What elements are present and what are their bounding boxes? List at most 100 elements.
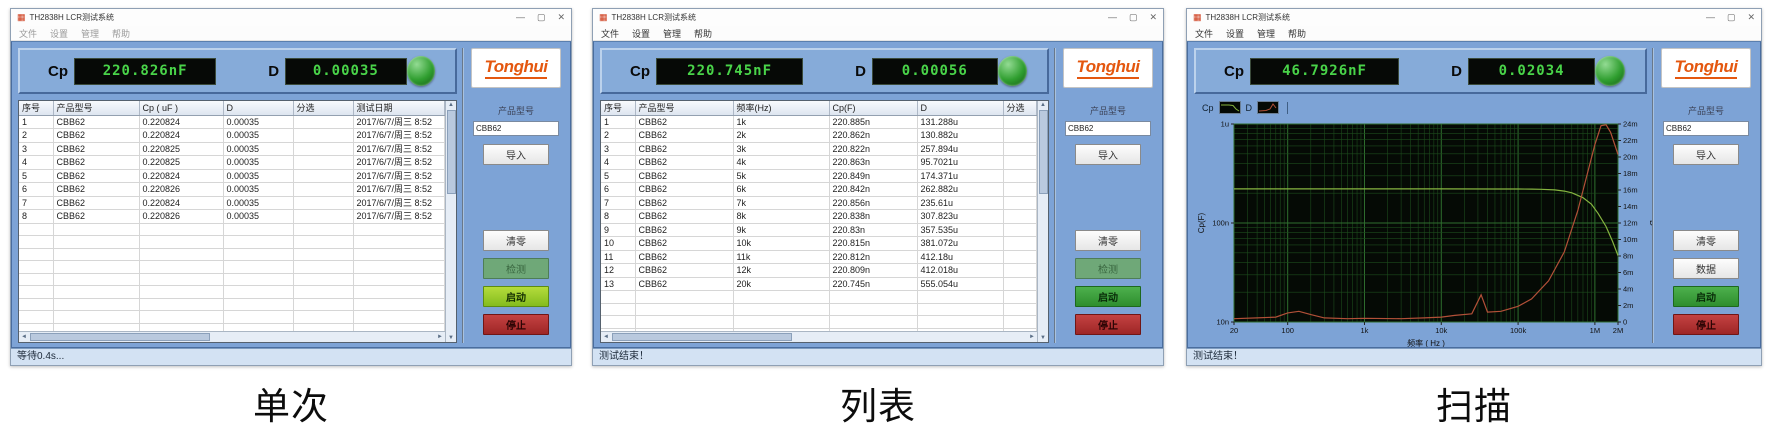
svg-text:10k: 10k bbox=[1435, 326, 1447, 335]
close-button[interactable]: ✕ bbox=[557, 12, 565, 22]
menu-file[interactable]: 文件 bbox=[19, 28, 38, 39]
scroll-up-arrow[interactable]: ▲ bbox=[1040, 102, 1046, 108]
table-row[interactable]: 2 CBB62 0.220824 0.00035 2017/6/7/周三 8:52 bbox=[19, 128, 445, 143]
close-button[interactable]: ✕ bbox=[1747, 12, 1755, 22]
table-row[interactable]: 5 CBB62 5k 220.849n 174.371u bbox=[601, 169, 1037, 183]
table-row[interactable] bbox=[19, 273, 445, 286]
menu-help[interactable]: 帮助 bbox=[694, 28, 713, 39]
menu-file[interactable]: 文件 bbox=[1195, 28, 1214, 39]
trace-selector: Cp D bbox=[1194, 99, 1647, 116]
product-model-input[interactable] bbox=[1663, 121, 1749, 136]
horizontal-scroll-thumb[interactable] bbox=[611, 333, 792, 341]
data-button[interactable]: 数据 bbox=[1673, 258, 1739, 279]
d-value-display: 0.00035 bbox=[285, 57, 407, 85]
horizontal-scrollbar[interactable]: ◄ ► bbox=[19, 331, 445, 342]
maximize-button[interactable]: ▢ bbox=[536, 12, 546, 22]
table-row[interactable]: 6 CBB62 6k 220.842n 262.882u bbox=[601, 182, 1037, 197]
menu-help[interactable]: 帮助 bbox=[1288, 28, 1307, 39]
stop-button[interactable]: 停止 bbox=[1075, 314, 1141, 335]
minimize-button[interactable]: — bbox=[1107, 12, 1117, 22]
app-icon: ▦ bbox=[17, 12, 26, 22]
menu-manage[interactable]: 管理 bbox=[1257, 28, 1276, 39]
table-row[interactable] bbox=[19, 323, 445, 331]
table-row[interactable] bbox=[19, 285, 445, 299]
menu-settings[interactable]: 设置 bbox=[50, 28, 69, 39]
close-button[interactable]: ✕ bbox=[1149, 12, 1157, 22]
import-button[interactable]: 导入 bbox=[483, 144, 549, 165]
product-model-input[interactable] bbox=[1065, 121, 1151, 136]
table-row[interactable]: 4 CBB62 0.220825 0.00035 2017/6/7/周三 8:52 bbox=[19, 155, 445, 170]
d-trace-icon[interactable] bbox=[1257, 101, 1280, 114]
table-row[interactable] bbox=[19, 248, 445, 261]
table-row[interactable]: 8 CBB62 8k 220.838n 307.823u bbox=[601, 209, 1037, 224]
menu-manage[interactable]: 管理 bbox=[81, 28, 100, 39]
table-row[interactable]: 5 CBB62 0.220824 0.00035 2017/6/7/周三 8:52 bbox=[19, 169, 445, 183]
table-row[interactable]: 3 CBB62 0.220825 0.00035 2017/6/7/周三 8:52 bbox=[19, 142, 445, 156]
table-row[interactable]: 7 CBB62 0.220824 0.00035 2017/6/7/周三 8:52 bbox=[19, 196, 445, 210]
menu-file[interactable]: 文件 bbox=[601, 28, 620, 39]
horizontal-scroll-thumb[interactable] bbox=[29, 333, 210, 341]
scroll-down-arrow[interactable]: ▼ bbox=[1040, 335, 1046, 341]
start-button[interactable]: 启动 bbox=[483, 286, 549, 307]
app-icon: ▦ bbox=[599, 12, 608, 22]
table-row[interactable]: 1 CBB62 0.220824 0.00035 2017/6/7/周三 8:52 bbox=[19, 115, 445, 129]
menu-settings[interactable]: 设置 bbox=[1226, 28, 1245, 39]
import-button[interactable]: 导入 bbox=[1075, 144, 1141, 165]
horizontal-scrollbar[interactable]: ◄ ► bbox=[601, 331, 1037, 342]
menu-settings[interactable]: 设置 bbox=[632, 28, 651, 39]
table-row[interactable]: 10 CBB62 10k 220.815n 381.072u bbox=[601, 236, 1037, 251]
table-row[interactable]: 8 CBB62 0.220826 0.00035 2017/6/7/周三 8:52 bbox=[19, 209, 445, 224]
vertical-scrollbar[interactable]: ▲ ▼ bbox=[1037, 101, 1048, 342]
table-row[interactable] bbox=[19, 223, 445, 236]
table-row[interactable]: 4 CBB62 4k 220.863n 95.7021u bbox=[601, 155, 1037, 170]
start-button[interactable]: 启动 bbox=[1673, 286, 1739, 307]
maximize-button[interactable]: ▢ bbox=[1128, 12, 1138, 22]
scroll-down-arrow[interactable]: ▼ bbox=[448, 335, 454, 341]
measure-button[interactable]: 检测 bbox=[1075, 258, 1141, 279]
table-row[interactable]: 1 CBB62 1k 220.885n 131.288u bbox=[601, 115, 1037, 129]
cp-label: Cp bbox=[1224, 62, 1244, 80]
table-row[interactable] bbox=[601, 290, 1037, 304]
maximize-button[interactable]: ▢ bbox=[1726, 12, 1736, 22]
table-row[interactable]: 13 CBB62 20k 220.745n 555.054u bbox=[601, 277, 1037, 291]
table-row[interactable]: 12 CBB62 12k 220.809n 412.018u bbox=[601, 263, 1037, 278]
table-row[interactable] bbox=[19, 260, 445, 274]
table-row[interactable]: 9 CBB62 9k 220.83n 357.535u bbox=[601, 223, 1037, 237]
tonghui-logo: Tonghui bbox=[1661, 48, 1751, 88]
scroll-right-arrow[interactable]: ► bbox=[437, 334, 443, 340]
start-button[interactable]: 启动 bbox=[1075, 286, 1141, 307]
clear-zero-button[interactable]: 清零 bbox=[483, 230, 549, 251]
scroll-left-arrow[interactable]: ◄ bbox=[21, 334, 27, 340]
product-model-input[interactable] bbox=[473, 121, 559, 136]
minimize-button[interactable]: — bbox=[1705, 12, 1715, 22]
table-row[interactable] bbox=[601, 328, 1037, 331]
table-row[interactable]: 11 CBB62 11k 220.812n 412.18u bbox=[601, 250, 1037, 264]
import-button[interactable]: 导入 bbox=[1673, 144, 1739, 165]
clear-zero-button[interactable]: 清零 bbox=[1075, 230, 1141, 251]
table-row[interactable]: 2 CBB62 2k 220.862n 130.882u bbox=[601, 128, 1037, 143]
table-row[interactable] bbox=[19, 298, 445, 311]
minimize-button[interactable]: — bbox=[515, 12, 525, 22]
cp-trace-icon[interactable] bbox=[1218, 101, 1241, 114]
measure-button[interactable]: 检测 bbox=[483, 258, 549, 279]
scroll-up-arrow[interactable]: ▲ bbox=[448, 102, 454, 108]
table-row[interactable] bbox=[601, 315, 1037, 329]
menu-bar: 文件 设置 管理 帮助 bbox=[1187, 26, 1761, 41]
table-row[interactable]: 3 CBB62 3k 220.822n 257.894u bbox=[601, 142, 1037, 156]
vertical-scroll-thumb[interactable] bbox=[1038, 110, 1048, 194]
clear-zero-button[interactable]: 清零 bbox=[1673, 230, 1739, 251]
menu-manage[interactable]: 管理 bbox=[663, 28, 682, 39]
scroll-right-arrow[interactable]: ► bbox=[1029, 334, 1035, 340]
vertical-scroll-thumb[interactable] bbox=[446, 110, 456, 194]
vertical-scrollbar[interactable]: ▲ ▼ bbox=[445, 101, 456, 342]
table-row[interactable] bbox=[19, 235, 445, 249]
table-row[interactable]: 6 CBB62 0.220826 0.00035 2017/6/7/周三 8:52 bbox=[19, 182, 445, 197]
table-row[interactable] bbox=[19, 310, 445, 324]
stop-button[interactable]: 停止 bbox=[483, 314, 549, 335]
menu-help[interactable]: 帮助 bbox=[112, 28, 131, 39]
stop-button[interactable]: 停止 bbox=[1673, 314, 1739, 335]
scroll-left-arrow[interactable]: ◄ bbox=[603, 334, 609, 340]
table-row[interactable]: 7 CBB62 7k 220.856n 235.61u bbox=[601, 196, 1037, 210]
table-row[interactable] bbox=[601, 303, 1037, 316]
